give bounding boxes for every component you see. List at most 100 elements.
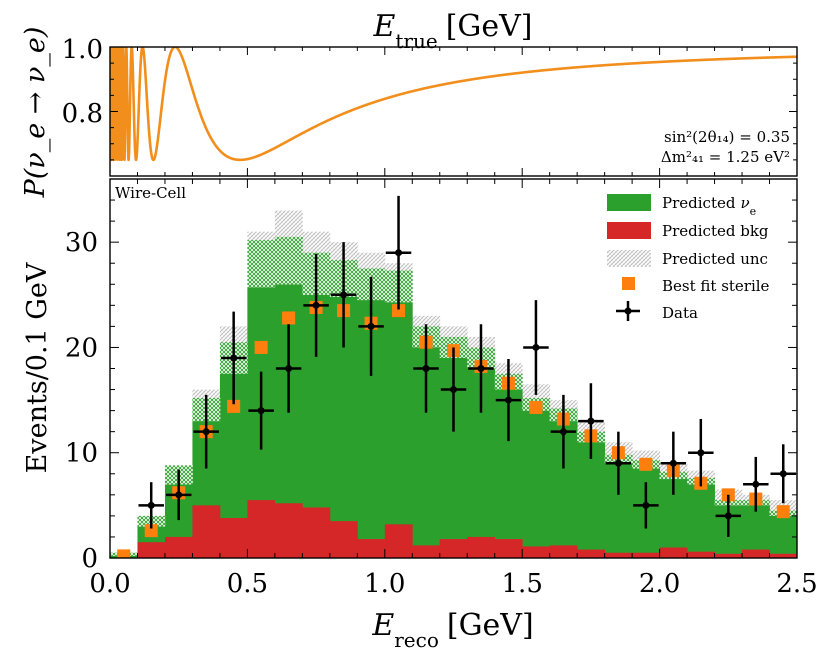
- data-point: [413, 324, 439, 413]
- bkg-bin: [577, 549, 606, 558]
- ytick-label: 10: [65, 439, 98, 469]
- bkg-bin: [384, 524, 413, 558]
- top-ylabel: P(ν_e → ν_e): [20, 27, 51, 199]
- data-marker: [395, 249, 403, 257]
- legend-label-unc: Predicted unc: [662, 250, 768, 268]
- bottom-ylabel: Events/0.1 GeV: [22, 262, 53, 473]
- top-curve-layer: [110, 47, 797, 162]
- data-marker: [230, 354, 238, 362]
- data-point: [358, 276, 384, 376]
- legend-label-bkg: Predicted bkg: [662, 222, 769, 240]
- bkg-bin: [632, 552, 660, 558]
- data-point: [248, 371, 274, 450]
- data-marker: [669, 459, 677, 467]
- bkg-bin: [659, 547, 688, 558]
- nue-bin: [577, 442, 606, 558]
- sterile-marker: [776, 505, 790, 519]
- predicted-bkg-histogram: [137, 500, 797, 558]
- data-marker: [422, 365, 430, 372]
- ytick-label: 20: [65, 333, 98, 363]
- nue-unc-bin: [247, 240, 276, 288]
- nue-bin: [742, 505, 770, 558]
- legend-item-predicted-nue: Predicted νe: [607, 194, 756, 218]
- bkg-bin: [439, 539, 468, 558]
- data-marker: [752, 480, 760, 488]
- data-point: [275, 324, 302, 413]
- param-mixing-angle: sin²(2θ₁₄) = 0.35: [664, 128, 790, 146]
- nue-bin: [687, 484, 715, 558]
- sterile-marker: [392, 304, 406, 318]
- xtick-label: 1.5: [502, 569, 543, 599]
- legend-swatch-sterile: [622, 277, 635, 290]
- data-marker: [340, 291, 348, 299]
- data-point: [660, 431, 687, 495]
- bkg-bin: [137, 542, 166, 558]
- xtick-label: 2.0: [639, 569, 680, 599]
- param-mass-splitting: Δm²₄₁ = 1.25 eV²: [661, 148, 790, 166]
- oscillation-panel: Etrue [GeV] 1.0 0.8 P(ν_e → ν_e) sin²(2θ₁…: [20, 9, 798, 199]
- data-point: [688, 419, 714, 487]
- bkg-bin: [522, 546, 551, 558]
- data-marker: [450, 386, 457, 394]
- xtick-label: 0.5: [227, 569, 268, 599]
- bkg-bin: [687, 551, 715, 558]
- data-marker: [175, 491, 183, 499]
- data-marker: [559, 428, 567, 436]
- nue-bin: [522, 410, 551, 558]
- data-marker: [587, 417, 595, 425]
- bkg-bin: [769, 553, 797, 558]
- legend-item-predicted-unc: Predicted unc: [607, 250, 768, 268]
- sterile-marker: [227, 399, 241, 413]
- histogram-layer: [110, 195, 797, 558]
- bkg-bin: [467, 536, 496, 558]
- data-marker: [614, 459, 622, 467]
- bkg-bin: [329, 521, 358, 558]
- legend-item-best-fit-sterile: Best fit sterile: [622, 277, 770, 295]
- data-point: [220, 311, 247, 405]
- legend-item-data: Data: [616, 301, 698, 322]
- data-marker: [697, 449, 705, 457]
- bkg-bin: [357, 539, 386, 558]
- legend: Predicted νe Predicted bkg Predicted unc …: [607, 194, 770, 322]
- bkg-bin: [412, 545, 441, 558]
- data-marker: [202, 428, 210, 436]
- bkg-bin: [274, 503, 303, 558]
- data-point: [550, 394, 577, 469]
- data-marker: [147, 501, 155, 509]
- legend-data-marker: [624, 307, 632, 315]
- legend-label-data: Data: [662, 304, 698, 322]
- sterile-marker: [144, 524, 158, 538]
- data-point: [715, 494, 742, 537]
- bkg-bin: [742, 549, 770, 558]
- nue-bin: [384, 302, 413, 558]
- data-point: [578, 383, 604, 460]
- xtick-label: 0.0: [89, 569, 130, 599]
- top-ticks: [109, 46, 798, 176]
- top-ytick-1.0: 1.0: [62, 35, 103, 65]
- data-marker: [642, 501, 650, 509]
- bkg-bin: [714, 553, 743, 558]
- data-marker: [285, 365, 293, 372]
- data-point: [440, 347, 467, 432]
- data-point: [468, 324, 494, 413]
- data-point: [495, 359, 522, 442]
- legend-item-predicted-bkg: Predicted bkg: [607, 222, 769, 240]
- bkg-bin: [302, 507, 331, 558]
- bkg-bin: [219, 517, 248, 558]
- top-title: Etrue [GeV]: [372, 9, 532, 53]
- xtick-label: 2.5: [776, 569, 817, 599]
- data-point: [303, 253, 329, 357]
- bkg-bin: [604, 552, 633, 558]
- nue-unc-bin: [274, 236, 303, 285]
- bottom-xlabel: Ereco [GeV]: [371, 608, 533, 652]
- data-point: [605, 431, 632, 495]
- data-marker: [477, 365, 485, 372]
- data-marker: [257, 407, 265, 415]
- bkg-bin: [549, 545, 578, 558]
- data-point: [193, 394, 219, 469]
- sterile-marker: [254, 340, 268, 354]
- data-point: [165, 469, 192, 521]
- legend-swatch-bkg: [607, 222, 651, 239]
- data-marker: [367, 322, 375, 330]
